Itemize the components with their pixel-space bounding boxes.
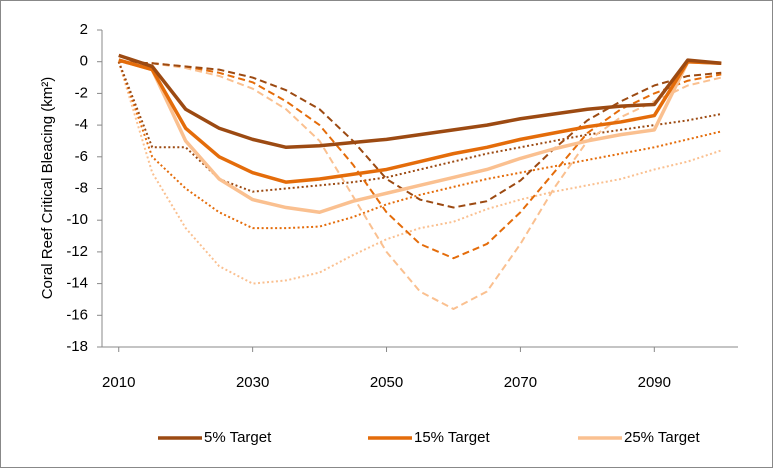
y-tick-label: -18 [66, 338, 88, 355]
series-line [118, 58, 722, 184]
legend-label: 15% Target [414, 429, 490, 446]
series-line [118, 60, 722, 209]
x-tick-label: 2030 [236, 374, 269, 391]
y-axis-label: Coral Reef Critical Bleacing (km²) [39, 77, 56, 300]
y-tick-label: -10 [66, 211, 88, 228]
y-tick-label: -6 [75, 148, 88, 165]
y-tick-label: -8 [75, 179, 88, 196]
y-tick-label: -16 [66, 306, 88, 323]
x-tick-label: 2090 [638, 374, 671, 391]
x-tick-label: 2010 [102, 374, 135, 391]
y-tick-label: -14 [66, 275, 88, 292]
legend-label: 5% Target [204, 429, 272, 446]
y-tick-label: -2 [75, 84, 88, 101]
y-tick-label: -12 [66, 243, 88, 260]
series-line [118, 58, 722, 215]
y-tick-label: 2 [80, 21, 88, 38]
series-line [117, 61, 722, 230]
x-tick-label: 2070 [504, 374, 537, 391]
series-line [117, 61, 722, 285]
series-line [118, 53, 722, 150]
series-line [118, 60, 722, 260]
x-tick-label: 2050 [370, 374, 403, 391]
y-tick-label: 0 [80, 53, 88, 70]
y-tick-label: -4 [75, 116, 88, 133]
series-line [118, 60, 722, 310]
legend-label: 25% Target [624, 429, 700, 446]
